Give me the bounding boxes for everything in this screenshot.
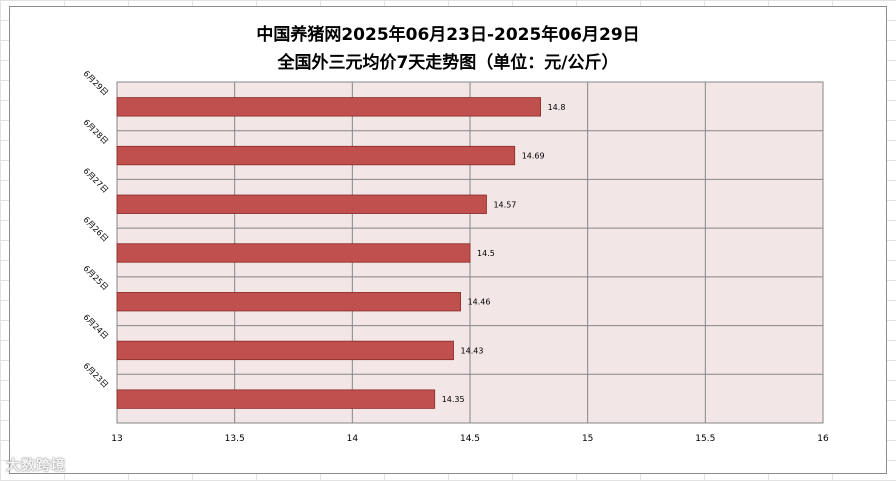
category-label: 6月28日	[81, 118, 109, 146]
bar	[116, 292, 461, 312]
watermark-text: 大数跨境	[6, 458, 66, 474]
chart-title: 中国养猪网2025年06月23日-2025年06月29日	[256, 25, 640, 45]
x-tick-label: 16	[817, 434, 829, 444]
data-label: 14.69	[522, 152, 545, 161]
bar	[116, 243, 471, 263]
category-label: 6月25日	[81, 264, 109, 292]
data-label: 14.43	[461, 346, 484, 355]
data-label: 14.8	[548, 103, 566, 112]
x-tick-label: 14	[347, 434, 359, 444]
bar	[116, 340, 454, 361]
bar	[116, 389, 436, 409]
bar	[116, 145, 516, 166]
data-label: 14.35	[442, 395, 465, 404]
x-tick-label: 13.5	[225, 434, 245, 444]
bar	[116, 194, 487, 214]
label-layer: 14.8 14.69 14.57 14.5 14.46 14.43 14.35	[442, 103, 566, 404]
category-label: 6月27日	[81, 166, 109, 194]
bar-layer	[116, 97, 542, 409]
x-tick-label: 14.5	[460, 434, 480, 444]
category-label: 6月24日	[81, 313, 109, 341]
category-label: 6月29日	[81, 69, 109, 97]
data-label: 14.57	[493, 200, 516, 209]
data-label: 14.46	[468, 298, 491, 307]
category-label: 6月23日	[81, 361, 109, 389]
x-tick-label: 15.5	[695, 434, 715, 444]
x-tick-label: 15	[582, 434, 593, 444]
x-tick-label: 13	[111, 434, 122, 444]
data-label: 14.5	[477, 249, 495, 258]
watermark-logo: 大数跨境	[6, 455, 66, 475]
chart-subtitle: 全国外三元均价7天走势图（单位：元/公斤）	[277, 53, 619, 73]
category-label: 6月26日	[81, 215, 109, 243]
bar	[116, 97, 542, 117]
